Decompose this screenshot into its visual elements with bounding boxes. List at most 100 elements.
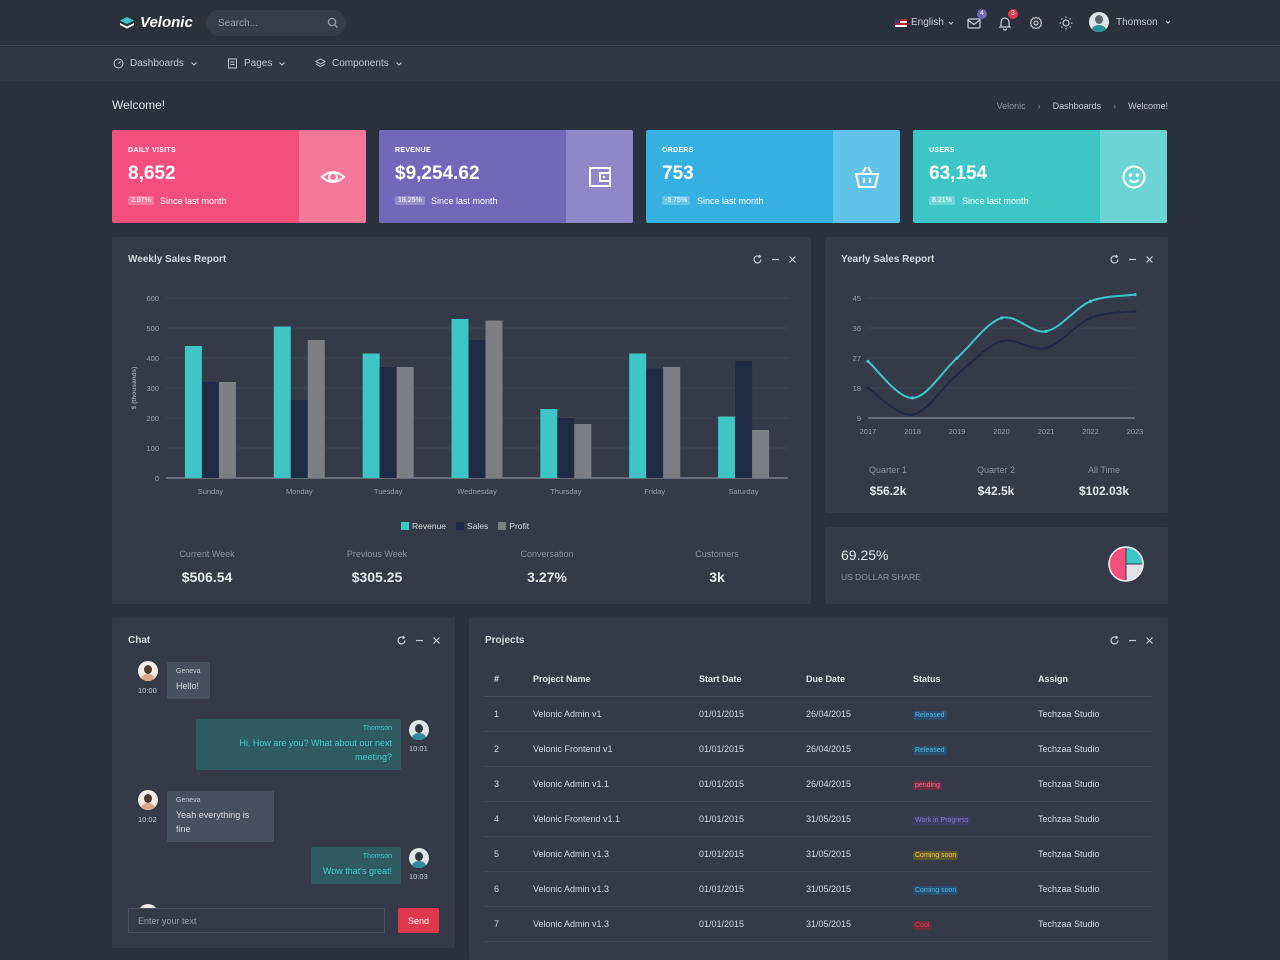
- refresh-icon[interactable]: [752, 254, 763, 265]
- share-pie-chart: [1108, 546, 1144, 582]
- stat-label: USERS: [929, 147, 955, 154]
- stat-value: $9,254.62: [395, 163, 480, 184]
- table-row[interactable]: 3 Velonic Admin v1.1 01/01/2015 26/04/20…: [484, 766, 1152, 802]
- sun-icon: [1059, 16, 1073, 30]
- weekly-sales-panel: Weekly Sales Report 0 100 200 300 400 500 600 $…: [112, 237, 811, 604]
- eye-icon: [320, 170, 345, 183]
- notifications-button[interactable]: 3: [997, 9, 1018, 31]
- chevron-down-icon: [191, 61, 197, 66]
- avatar: [409, 720, 429, 740]
- table-row[interactable]: 4 Velonic Frontend v1.1 01/01/2015 31/05…: [484, 801, 1152, 837]
- stat-value: 753: [662, 163, 694, 184]
- cell-status: Released: [903, 696, 1028, 732]
- table-row[interactable]: 2 Velonic Frontend v1 01/01/2015 26/04/2…: [484, 731, 1152, 767]
- cell-assign: Techzaa Studio: [1028, 801, 1152, 837]
- chevron-down-icon: [1165, 20, 1171, 24]
- mail-button[interactable]: 4: [966, 9, 987, 31]
- cell-assign: Techzaa Studio: [1028, 836, 1152, 872]
- column-header[interactable]: Project Name: [523, 662, 689, 697]
- refresh-icon[interactable]: [1109, 254, 1120, 265]
- stat-icon-panel: [566, 130, 633, 223]
- search-input[interactable]: [206, 10, 346, 36]
- weekly-bar-chart: 0 100 200 300 400 500 600 $ (thousands) Sunday Mo…: [131, 294, 788, 496]
- refresh-icon[interactable]: [396, 635, 407, 646]
- stat-change-badge: 2.97%: [128, 196, 154, 205]
- mail-badge: 4: [977, 9, 987, 19]
- cell-start-date: 01/01/2015: [689, 836, 796, 872]
- panel-tools: [752, 254, 797, 265]
- bar: [273, 326, 291, 478]
- cell-due-date: 31/05/2015: [796, 906, 903, 942]
- cell-number: 1: [484, 696, 523, 732]
- chat-message-input[interactable]: [128, 908, 385, 933]
- user-menu[interactable]: Thomson: [1089, 12, 1171, 32]
- message-time: 10:00: [138, 686, 157, 695]
- panel-tools: [1109, 635, 1154, 646]
- cell-status: pending: [903, 766, 1028, 802]
- column-header[interactable]: Status: [903, 662, 1028, 697]
- nav-bar: Dashboards Pages Components: [0, 47, 1280, 81]
- breadcrumb-item[interactable]: Velonic: [996, 101, 1026, 111]
- summary-value: $56.2k: [869, 484, 907, 498]
- minimize-icon[interactable]: [1128, 255, 1137, 264]
- cell-number: 5: [484, 836, 523, 872]
- table-row[interactable]: 1 Velonic Admin v1 01/01/2015 26/04/2015…: [484, 696, 1152, 732]
- cell-assign: Techzaa Studio: [1028, 766, 1152, 802]
- notification-badge: 3: [1008, 9, 1018, 19]
- x-tick-label: Saturday: [729, 487, 759, 496]
- bar: [574, 424, 592, 478]
- table-row[interactable]: 6 Velonic Admin v1.3 01/01/2015 31/05/20…: [484, 871, 1152, 907]
- refresh-icon[interactable]: [1109, 635, 1120, 646]
- legend-item[interactable]: Revenue: [401, 521, 446, 531]
- column-header[interactable]: Start Date: [689, 662, 796, 697]
- close-icon[interactable]: [788, 255, 797, 264]
- wallet-icon: [588, 166, 611, 187]
- cell-number: 7: [484, 906, 523, 942]
- minimize-icon[interactable]: [1128, 636, 1137, 645]
- brand-logo[interactable]: Velonic: [119, 14, 193, 31]
- nav-item-pages[interactable]: Pages: [227, 58, 286, 69]
- chat-message-incoming: Geneva Yeah everything is fine: [167, 791, 274, 842]
- close-icon[interactable]: [1145, 255, 1154, 264]
- bell-icon: [998, 17, 1012, 31]
- summary-label: Customers: [695, 549, 739, 559]
- legend-item[interactable]: Profit: [498, 521, 529, 531]
- nav-item-dashboards[interactable]: Dashboards: [113, 58, 198, 69]
- summary-label: All Time: [1087, 465, 1120, 475]
- x-tick-label: 2017: [860, 427, 877, 436]
- x-tick-label: 2019: [949, 427, 966, 436]
- message-time: 10:01: [409, 744, 428, 753]
- top-bar: Velonic English 4 3: [0, 0, 1280, 46]
- x-tick-label: 2022: [1082, 427, 1099, 436]
- language-selector[interactable]: English: [895, 17, 954, 28]
- close-icon[interactable]: [1145, 636, 1154, 645]
- column-header[interactable]: Due Date: [796, 662, 903, 697]
- theme-toggle[interactable]: [1058, 15, 1074, 31]
- column-header[interactable]: #: [484, 662, 523, 697]
- stat-value: 63,154: [929, 163, 988, 184]
- send-button[interactable]: Send: [398, 908, 439, 933]
- cell-project-name: Velonic Admin v1.1: [523, 766, 689, 802]
- summary-item: Conversation 3.27%: [492, 549, 602, 585]
- cell-status: Work in Progress: [903, 801, 1028, 837]
- search-icon[interactable]: [327, 17, 339, 29]
- chevron-right-icon: ›: [1037, 101, 1041, 111]
- data-point: [866, 359, 870, 363]
- column-header[interactable]: Assign: [1028, 662, 1152, 697]
- summary-label: Current Week: [179, 549, 235, 559]
- table-row[interactable]: 5 Velonic Admin v1.3 01/01/2015 31/05/20…: [484, 836, 1152, 872]
- breadcrumb-item[interactable]: Dashboards: [1052, 101, 1102, 111]
- stat-since: Since last month: [160, 196, 227, 206]
- stat-since: Since last month: [431, 196, 498, 206]
- cell-assign: Techzaa Studio: [1028, 696, 1152, 732]
- chart-legend: Revenue Sales Profit: [401, 521, 529, 531]
- minimize-icon[interactable]: [771, 255, 780, 264]
- close-icon[interactable]: [432, 636, 441, 645]
- nav-item-components[interactable]: Components: [315, 58, 403, 69]
- settings-button[interactable]: [1028, 15, 1044, 31]
- legend-item[interactable]: Sales: [456, 521, 488, 531]
- status-badge: Released: [913, 710, 947, 720]
- cell-due-date: 31/05/2015: [796, 801, 903, 837]
- minimize-icon[interactable]: [415, 636, 424, 645]
- table-row[interactable]: 7 Velonic Admin v1.3 01/01/2015 31/05/20…: [484, 906, 1152, 942]
